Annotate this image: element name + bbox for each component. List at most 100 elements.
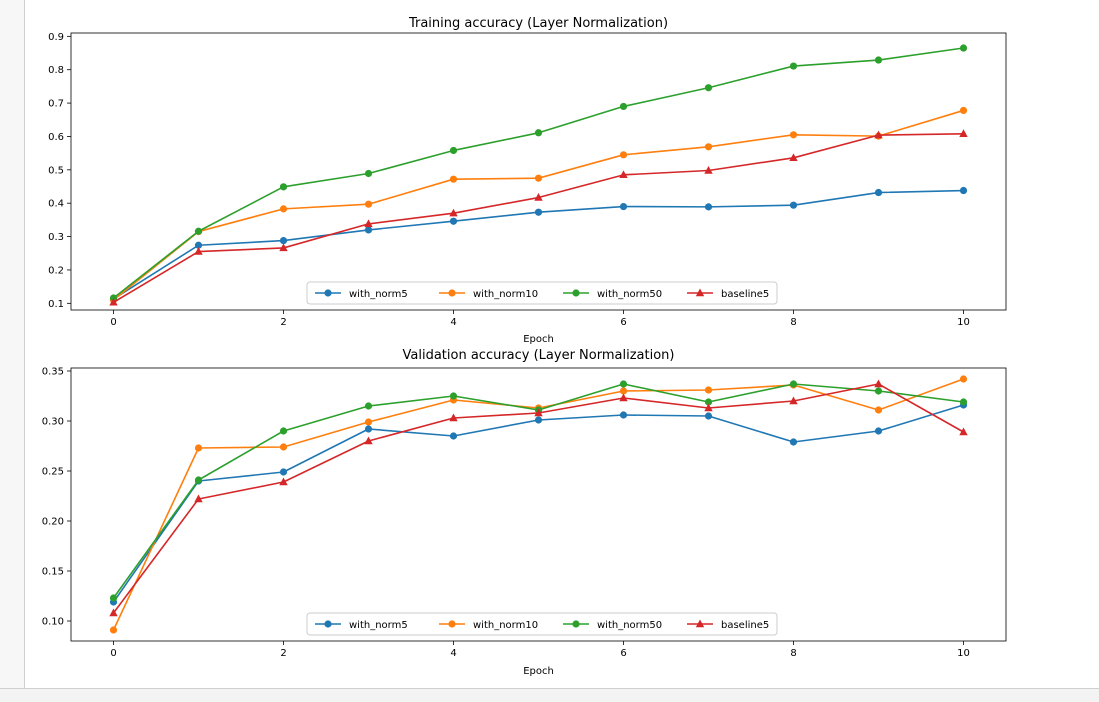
data-point-with_norm10	[789, 131, 798, 139]
x-tick-label: 6	[620, 648, 626, 659]
legend-marker-with_norm5	[324, 289, 332, 297]
data-point-baseline5	[449, 413, 458, 422]
data-point-with_norm10	[534, 174, 543, 182]
data-point-baseline5	[619, 170, 628, 179]
x-tick-label: 8	[790, 648, 796, 659]
data-point-baseline5	[789, 153, 798, 162]
data-point-with_norm50	[279, 427, 288, 435]
legend-label-baseline5: baseline5	[721, 620, 769, 631]
data-point-with_norm50	[619, 380, 628, 388]
legend-label-with_norm5: with_norm5	[349, 289, 408, 300]
data-point-baseline5	[534, 408, 543, 417]
y-tick-label: 0.6	[48, 132, 64, 143]
x-tick-label: 2	[280, 317, 286, 328]
y-tick-label: 0.30	[42, 417, 64, 428]
y-tick-label: 0.2	[48, 265, 64, 276]
legend-marker-with_norm5	[324, 620, 332, 628]
data-point-with_norm50	[449, 392, 458, 400]
series-line-baseline5	[113, 132, 964, 304]
data-point-with_norm50	[959, 44, 968, 52]
data-point-with_norm10	[364, 200, 373, 208]
data-point-with_norm50	[194, 227, 203, 235]
data-point-with_norm5	[619, 411, 628, 419]
horizontal-scrollbar[interactable]	[0, 688, 1099, 702]
chart-title: Validation accuracy (Layer Normalization…	[403, 348, 675, 363]
data-point-with_norm5	[364, 226, 373, 234]
data-point-with_norm10	[619, 151, 628, 159]
data-point-with_norm5	[279, 236, 288, 245]
plot-frame	[70, 367, 1007, 642]
data-point-with_norm50	[789, 62, 798, 70]
data-point-baseline5	[194, 494, 203, 503]
legend-label-with_norm50: with_norm50	[597, 289, 662, 300]
data-point-with_norm10	[959, 375, 968, 383]
legend: with_norm5 with_norm10 with_norm50 baseline…	[306, 281, 778, 305]
series-line-with_norm10	[112, 109, 964, 301]
y-tick-label: 0.10	[42, 617, 64, 628]
legend-label-baseline5: baseline5	[721, 289, 769, 300]
data-point-baseline5	[959, 129, 968, 137]
data-point-with_norm5	[534, 208, 543, 216]
data-point-baseline5	[109, 297, 118, 306]
data-point-with_norm5	[874, 188, 883, 197]
chart-title: Training accuracy (Layer Normalization)	[408, 16, 668, 31]
data-point-with_norm50	[704, 84, 713, 92]
data-point-with_norm50	[874, 56, 883, 64]
legend-marker-baseline5	[695, 619, 705, 628]
legend-label-with_norm50: with_norm50	[597, 620, 662, 631]
y-tick-label: 0.15	[42, 567, 64, 578]
y-tick-label: 0.3	[48, 232, 64, 243]
data-point-baseline5	[364, 219, 373, 228]
data-point-with_norm50	[279, 183, 288, 191]
y-tick-label: 0.25	[42, 467, 64, 478]
data-point-with_norm10	[959, 106, 968, 115]
y-tick-label: 0.35	[42, 367, 64, 378]
notebook-output-gutter	[0, 0, 25, 688]
data-point-with_norm10	[194, 444, 203, 452]
data-point-with_norm50	[364, 169, 373, 178]
legend-marker-baseline5	[695, 288, 705, 297]
plot-frame	[70, 32, 1007, 311]
x-axis-label: Epoch	[523, 666, 554, 677]
data-point-with_norm5	[279, 468, 288, 476]
data-point-baseline5	[874, 379, 883, 388]
data-point-with_norm50	[874, 387, 883, 395]
series-line-with_norm50	[113, 47, 964, 299]
data-point-baseline5	[874, 130, 883, 139]
data-point-baseline5	[704, 403, 713, 412]
y-tick-label: 0.1	[48, 299, 64, 310]
legend-label-with_norm10: with_norm10	[473, 620, 538, 631]
data-point-with_norm10	[364, 418, 373, 426]
y-tick-label: 0.9	[48, 32, 64, 43]
data-point-with_norm5	[364, 425, 373, 433]
legend-label-with_norm5: with_norm5	[349, 620, 408, 631]
y-tick-label: 0.4	[48, 199, 64, 210]
y-tick-label: 0.8	[48, 65, 64, 76]
legend-marker-with_norm10	[448, 620, 456, 628]
legend-marker-with_norm50	[572, 289, 580, 297]
data-point-with_norm5	[194, 241, 203, 249]
data-point-with_norm5	[619, 202, 628, 211]
data-point-with_norm10	[874, 406, 883, 414]
x-tick-label: 0	[110, 317, 116, 328]
legend-box	[306, 612, 778, 636]
data-point-with_norm50	[109, 594, 118, 602]
data-point-with_norm50	[959, 398, 968, 406]
data-point-with_norm10	[109, 626, 118, 634]
data-point-with_norm10	[279, 205, 288, 213]
data-point-with_norm5	[874, 427, 883, 435]
validation-accuracy-chart: Validation accuracy (Layer Normalization…	[42, 348, 1007, 677]
data-point-with_norm10	[704, 386, 713, 394]
legend: with_norm5 with_norm10 with_norm50 baseline…	[306, 612, 778, 636]
legend-label-with_norm10: with_norm10	[473, 289, 538, 300]
data-point-with_norm50	[534, 129, 543, 137]
data-point-baseline5	[279, 477, 288, 486]
legend-box	[306, 281, 778, 305]
data-point-with_norm5	[789, 201, 798, 209]
x-tick-label: 10	[957, 648, 970, 659]
data-point-with_norm50	[364, 402, 373, 410]
data-point-with_norm50	[619, 102, 628, 111]
data-point-with_norm5	[534, 416, 543, 424]
data-point-baseline5	[449, 208, 458, 217]
